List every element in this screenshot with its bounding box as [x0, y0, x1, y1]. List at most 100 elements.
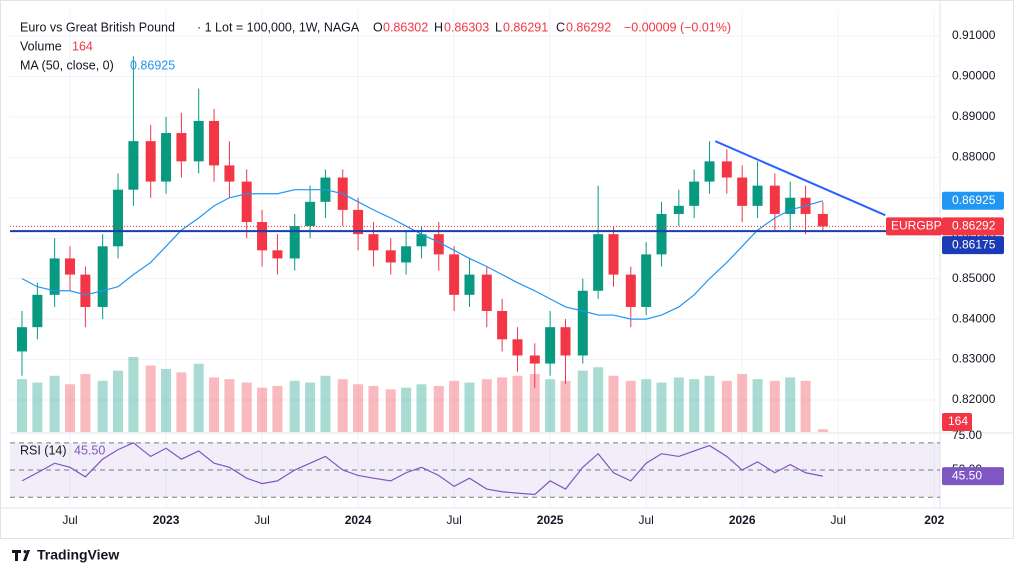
y-tick-label: 0.83000: [952, 352, 996, 366]
ma-value: 0.86925: [130, 58, 175, 72]
volume-bar: [128, 357, 139, 432]
candle-body: [49, 258, 60, 295]
volume-bar: [272, 385, 283, 432]
volume-label: Volume: [20, 39, 62, 53]
h-value: 0.86303: [444, 20, 489, 34]
volume-bar: [817, 429, 828, 432]
y-tick-label: 0.91000: [952, 28, 996, 42]
details: · 1 Lot = 100,000, 1W, NAGA: [197, 20, 360, 34]
volume-bar: [656, 382, 667, 432]
rsi-box: [942, 467, 1004, 486]
volume-bar: [593, 367, 604, 432]
ma-price-label-box: [942, 191, 1004, 210]
symbol-name: Euro vs Great British Pound: [20, 20, 175, 34]
candle-body: [464, 274, 475, 295]
volume-bar: [608, 375, 619, 432]
candle-body: [65, 258, 76, 275]
candle-body: [673, 205, 684, 214]
y-tick-label: 0.82000: [952, 392, 996, 406]
candle-body: [577, 290, 588, 356]
rsi-label: RSI (14): [20, 443, 67, 457]
candle-body: [704, 161, 715, 182]
hline-price-label: 0.86175: [952, 237, 996, 251]
candle-body: [769, 185, 780, 214]
candle-body: [17, 327, 28, 352]
candle-body: [560, 327, 571, 356]
change: −0.00009 (−0.01%): [624, 20, 731, 34]
ma-price-label: 0.86925: [952, 193, 996, 207]
candle-body: [193, 120, 204, 162]
volume-bar: [209, 377, 220, 432]
last-price-label: 0.86292: [952, 219, 996, 233]
x-tick-label: Jul: [831, 513, 846, 527]
volume-bar: [65, 384, 76, 432]
volume-bar: [176, 372, 187, 432]
hline-price-label-box: [942, 236, 1004, 255]
candle-body: [305, 201, 316, 227]
candle-body: [481, 274, 492, 312]
candle-body: [721, 161, 732, 178]
frame: [0, 0, 1014, 539]
x-tick-label: Jul: [62, 513, 77, 527]
volume-bar: [257, 387, 268, 432]
volume-bar: [49, 375, 60, 432]
candle-body: [353, 209, 364, 235]
candle-body: [497, 311, 508, 340]
candle-body: [257, 222, 268, 251]
candle-body: [128, 141, 139, 190]
volume-bar: [80, 374, 91, 432]
rsi-value: 45.50: [74, 443, 105, 457]
ma-line: [21, 189, 824, 320]
candle-body: [176, 133, 187, 162]
candle-body: [737, 177, 748, 206]
volume-value: 164: [72, 39, 93, 53]
l-value: 0.86291: [503, 20, 548, 34]
y-tick-label: 0.85000: [952, 271, 996, 285]
volume-bar: [577, 370, 588, 432]
candle-body: [145, 141, 156, 182]
candle-body: [289, 226, 300, 259]
candle-body: [641, 254, 652, 307]
volume-bar: [769, 380, 780, 432]
volume-bar: [433, 385, 444, 432]
volume-bar: [464, 382, 475, 432]
volume-bar: [529, 374, 540, 432]
volume-bar: [673, 377, 684, 432]
ma-label: MA (50, close, 0): [20, 58, 114, 72]
candle-body: [449, 254, 460, 295]
h-label: H: [434, 20, 443, 34]
volume-bar: [401, 387, 412, 432]
y-tick-label: 0.84000: [952, 311, 996, 325]
candle-body: [113, 189, 124, 247]
candle-body: [433, 234, 444, 255]
candle-body: [272, 250, 283, 259]
candle-body: [752, 185, 763, 206]
l-label: L: [495, 20, 502, 34]
grid: [0, 0, 1013, 509]
volume-bar: [337, 379, 348, 432]
marks: [10, 56, 940, 498]
x-tick-label: 2025: [537, 513, 564, 527]
x-tick-label: Jul: [446, 513, 461, 527]
brand-name: TradingView: [37, 547, 119, 563]
x-tick-label: 202: [924, 513, 944, 527]
volume-bar: [625, 380, 636, 432]
candle-body: [529, 355, 540, 364]
volume-bar: [32, 382, 43, 432]
volume-bar: [752, 379, 763, 432]
x-tick-label: Jul: [638, 513, 653, 527]
candle-body: [224, 165, 235, 182]
volume-bar: [560, 380, 571, 432]
volume-box: [942, 413, 972, 431]
candle-body: [512, 339, 523, 356]
y-tick-label: 0.88000: [952, 149, 996, 163]
c-value: 0.86292: [566, 20, 611, 34]
candle-body: [689, 181, 700, 206]
y-tick-label: 0.90000: [952, 69, 996, 83]
volume-bar: [497, 377, 508, 432]
volume-bar: [241, 382, 252, 432]
volume-bar: [512, 375, 523, 432]
logo: [12, 550, 30, 561]
volume-bar: [449, 380, 460, 432]
